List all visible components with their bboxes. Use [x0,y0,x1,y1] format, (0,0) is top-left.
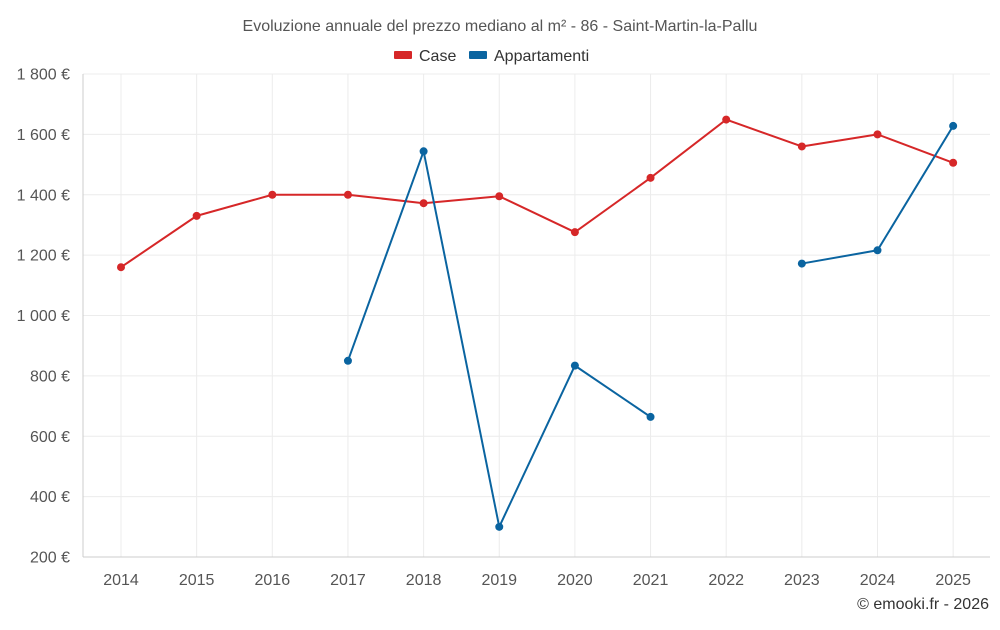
x-tick-label: 2024 [860,572,896,589]
data-point-appartamenti[interactable] [646,412,655,421]
x-axis: 2014 2015 2016 2017 2018 2019 2020 2021 2022 2023… [83,556,990,589]
data-point-case[interactable] [873,130,882,139]
data-point-case[interactable] [949,158,958,167]
x-tick-label: 2023 [784,572,820,589]
data-point-case[interactable] [495,192,504,201]
data-point-case[interactable] [797,142,806,151]
legend-item-case[interactable]: Case [394,48,456,65]
data-point-appartamenti[interactable] [343,356,352,365]
data-point-appartamenti[interactable] [570,361,579,370]
x-tick-label: 2015 [179,572,215,589]
data-point-appartamenti[interactable] [495,522,504,531]
y-tick-label: 800 € [30,368,70,385]
legend-swatch [469,51,487,59]
x-tick-label: 2021 [633,572,669,589]
grid [83,73,990,558]
legend-swatch [394,51,412,59]
data-point-case[interactable] [192,211,201,220]
data-point-appartamenti[interactable] [873,246,882,255]
series-layer [117,115,958,531]
y-tick-label: 1 800 € [17,67,70,84]
x-tick-label: 2019 [481,572,517,589]
series-line-case [120,118,955,269]
legend: Case Appartamenti [394,48,589,65]
data-point-case[interactable] [722,115,731,124]
legend-label: Case [419,48,456,65]
y-tick-label: 1 400 € [17,187,70,204]
data-point-case[interactable] [117,263,125,272]
legend-label: Appartamenti [494,48,589,65]
chart-title: Evoluzione annuale del prezzo mediano al… [243,18,758,35]
x-tick-label: 2022 [708,572,744,589]
credit-text: © emooki.fr - 2026 [857,596,989,613]
x-tick-label: 2017 [330,572,366,589]
x-tick-label: 2014 [103,572,139,589]
x-tick-label: 2020 [557,572,593,589]
legend-item-appartamenti[interactable]: Appartamenti [469,48,589,65]
data-point-case[interactable] [268,190,277,199]
y-axis: 200 € 400 € 600 € 800 € 1 000 € 1 200 € 1 400 … [17,67,84,567]
data-point-appartamenti[interactable] [797,259,806,268]
x-tick-label: 2018 [406,572,442,589]
y-tick-label: 1 000 € [17,308,70,325]
data-point-appartamenti[interactable] [949,121,958,130]
y-tick-label: 400 € [30,489,70,506]
y-tick-label: 200 € [30,550,70,567]
data-point-case[interactable] [419,199,428,208]
series-case [117,115,958,272]
x-tick-label: 2025 [935,572,971,589]
y-tick-label: 600 € [30,429,70,446]
data-point-case[interactable] [343,190,352,199]
y-tick-label: 1 200 € [17,248,70,265]
x-tick-label: 2016 [255,572,291,589]
series-appartamenti [343,121,958,531]
data-point-case[interactable] [570,228,579,237]
data-point-appartamenti[interactable] [419,147,428,156]
data-point-case[interactable] [646,173,655,182]
y-tick-label: 1 600 € [17,127,70,144]
